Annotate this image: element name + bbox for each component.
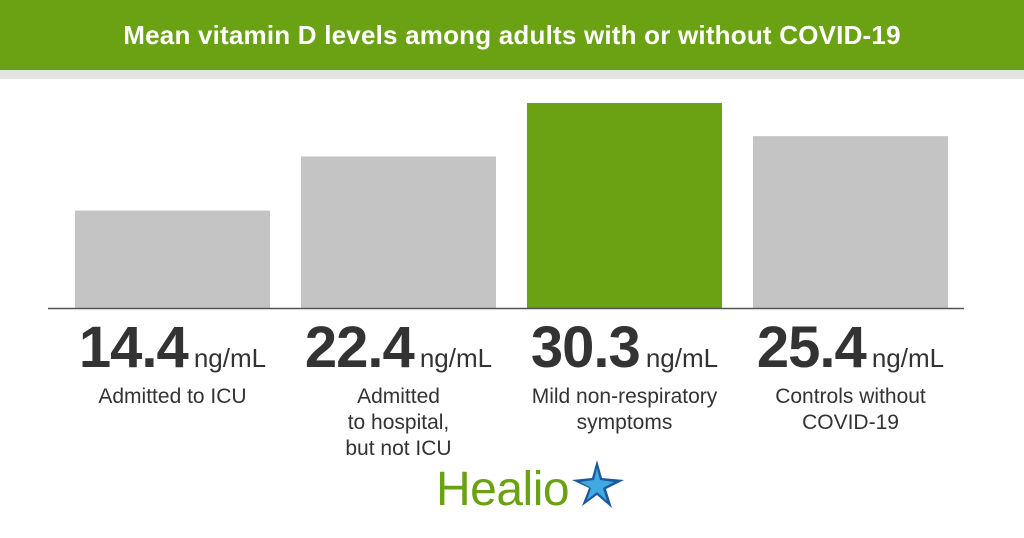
data-label-value: 25.4: [756, 315, 867, 380]
data-label: 22.4 ng/mL: [279, 314, 519, 381]
data-label-unit: ng/mL: [645, 343, 719, 373]
data-label-value: 14.4: [78, 315, 189, 380]
data-label: 25.4 ng/mL: [731, 314, 971, 381]
title-banner: Mean vitamin D levels among adults with …: [0, 0, 1024, 70]
star-icon: [572, 460, 624, 508]
healio-logo: Healio: [436, 458, 626, 522]
bar: [75, 210, 270, 308]
data-label-value: 30.3: [530, 315, 641, 380]
category-label: Admitted to ICU: [98, 385, 247, 408]
data-label-value: 22.4: [304, 315, 415, 380]
chart-title: Mean vitamin D levels among adults with …: [123, 19, 901, 50]
data-label-unit: ng/mL: [193, 343, 267, 373]
title-underline-band: [0, 70, 1024, 79]
category-label: Mild non-respiratory symptoms: [531, 385, 718, 434]
data-label: 30.3 ng/mL: [505, 314, 745, 381]
data-label: 14.4 ng/mL: [53, 314, 293, 381]
category-label: Controls without COVID-19: [775, 385, 926, 434]
data-label-unit: ng/mL: [419, 343, 493, 373]
category-label: Admitted to hospital, but not ICU: [345, 385, 452, 460]
bar: [301, 156, 496, 308]
data-label-unit: ng/mL: [871, 343, 945, 373]
bar: [527, 103, 722, 308]
logo-wordmark: Healio: [436, 463, 570, 516]
bar: [753, 136, 948, 308]
